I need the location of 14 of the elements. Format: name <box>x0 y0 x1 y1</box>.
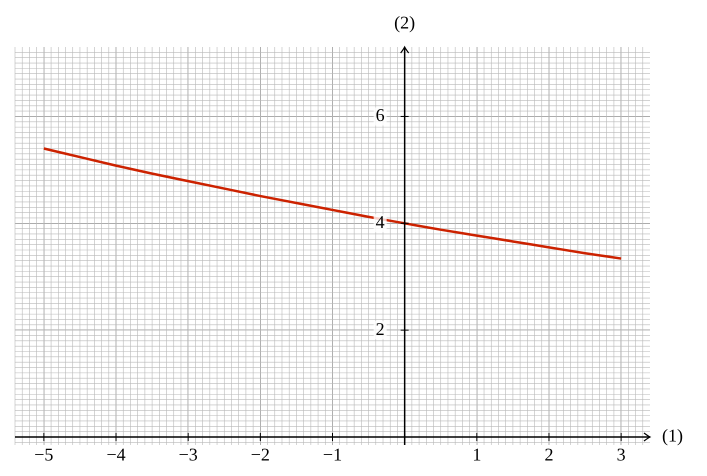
x-tick-label: 2 <box>544 444 554 465</box>
x-tick-label: 1 <box>472 444 482 465</box>
x-tick-label: −5 <box>34 444 54 465</box>
x-tick-label: −3 <box>178 444 198 465</box>
x-axis-title: (1) <box>662 426 683 446</box>
line-series <box>42 147 622 260</box>
y-tick-label: 6 <box>376 105 385 126</box>
y-tick-label: 2 <box>376 318 385 339</box>
x-tick-label: −1 <box>322 444 342 465</box>
y-tick-label: 4 <box>376 212 385 232</box>
x-tick-label: 3 <box>616 444 626 465</box>
x-tick-label: −4 <box>106 444 126 465</box>
x-tick-label: −2 <box>250 444 270 465</box>
y-axis-title: (2) <box>394 12 416 33</box>
